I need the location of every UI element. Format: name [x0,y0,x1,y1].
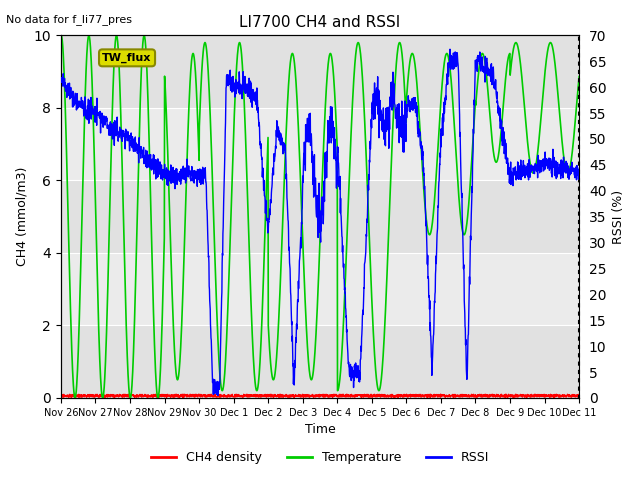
Y-axis label: CH4 (mmol/m3): CH4 (mmol/m3) [15,167,28,266]
Y-axis label: RSSI (%): RSSI (%) [612,190,625,244]
X-axis label: Time: Time [305,423,335,436]
Legend: CH4 density, Temperature, RSSI: CH4 density, Temperature, RSSI [146,446,494,469]
Bar [61,253,579,325]
Bar [61,180,579,253]
Title: LI7700 CH4 and RSSI: LI7700 CH4 and RSSI [239,15,401,30]
Text: No data for f_li77_pres: No data for f_li77_pres [6,14,132,25]
Bar [61,108,579,180]
Text: TW_flux: TW_flux [102,53,152,63]
Bar [61,36,579,108]
Bar [61,325,579,398]
